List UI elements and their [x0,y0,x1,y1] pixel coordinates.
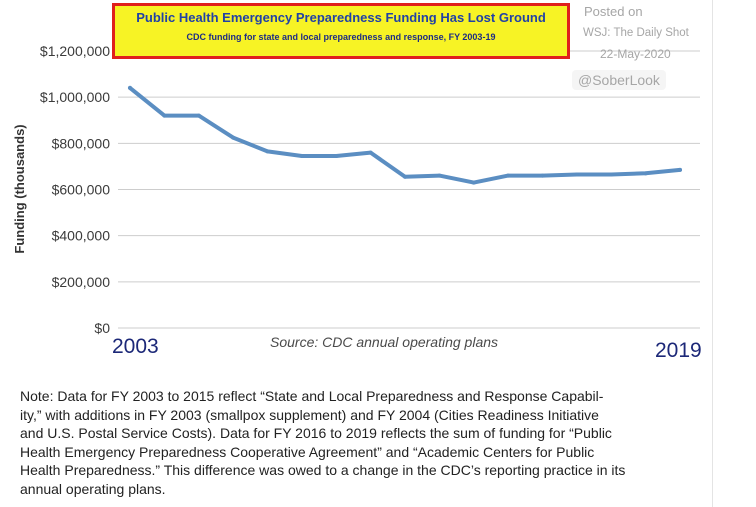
y-tick-label: $1,200,000 [40,43,110,59]
data-point-2015 [540,173,545,178]
x-tick-label-end: 2019 [655,339,702,362]
data-point-2009 [334,154,339,159]
series-line [128,85,682,185]
data-point-2006 [231,135,236,140]
chart-subtitle: CDC funding for state and local prepared… [186,32,496,42]
y-tick-label: $200,000 [52,274,111,290]
footnote-line: Health Emergency Preparedness Cooperativ… [20,443,595,460]
footnote-line: Health Preparedness.” This difference wa… [20,462,626,478]
x-tick-label-start: 2003 [112,335,159,358]
data-point-2019 [678,167,682,172]
page-edge-divider [712,0,713,507]
watermark-posted-on: Posted on [584,4,643,19]
data-point-2004 [162,113,167,118]
y-tick-label: $0 [94,320,110,336]
watermark-publication: WSJ: The Daily Shot [583,27,689,39]
source-note: Source: CDC annual operating plans [270,334,499,350]
footnote-line: Note: Data for FY 2003 to 2015 reflect “… [20,388,604,404]
data-point-2008 [299,154,304,159]
watermark-date: 22-May-2020 [600,47,671,61]
watermark-handle: @SoberLook [572,70,666,90]
footnote-line: and U.S. Postal Service Costs). Data for… [20,425,612,441]
data-point-2010 [368,150,373,155]
data-point-2003 [128,85,132,90]
data-point-2011 [403,174,407,179]
y-tick-label: $1,000,000 [40,89,110,105]
data-point-2013 [471,180,476,185]
y-tick-label: $400,000 [52,228,111,244]
data-point-2005 [196,113,201,118]
footnote-line: ity,” with additions in FY 2003 (smallpo… [20,406,599,423]
footnote-line: annual operating plans. [20,480,166,497]
data-point-2018 [643,171,648,176]
y-tick-label: $600,000 [52,182,111,198]
footnote: Note: Data for FY 2003 to 2015 reflect “… [20,387,708,498]
data-point-2014 [506,173,511,178]
data-point-2017 [609,172,614,177]
chart-title: Public Health Emergency Preparedness Fun… [136,10,546,25]
y-tick-label: $800,000 [52,135,111,151]
data-point-2012 [437,173,442,178]
title-highlight-box: Public Health Emergency Preparedness Fun… [112,3,570,59]
data-point-2016 [574,172,579,177]
y-axis-label: Funding (thousands) [12,124,27,253]
data-point-2007 [265,149,270,154]
